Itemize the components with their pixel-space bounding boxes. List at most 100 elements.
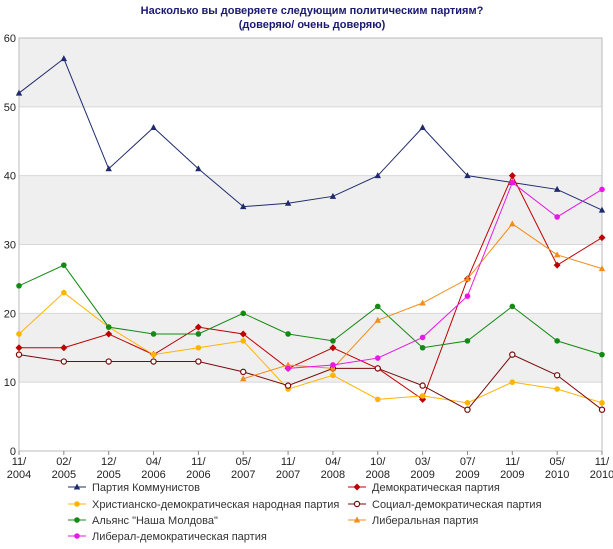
plot-frame [18,37,603,452]
data-point [329,344,337,352]
data-point [419,299,426,306]
data-point [195,165,202,172]
x-tick-label-year: 2008 [366,469,390,481]
x-tick-label-year: 2009 [455,469,479,481]
data-point [329,364,337,371]
data-point [374,303,381,310]
data-point [284,199,292,206]
y-tick-label: 20 [4,308,16,320]
data-point [419,344,426,351]
x-tick-label-year: 2006 [186,469,210,481]
series-5 [16,262,605,358]
series-line [18,354,603,411]
x-tick-label-month: 12/ [101,456,117,468]
data-point [419,393,426,399]
data-point [150,358,157,365]
data-point [553,251,561,258]
data-point [374,172,381,179]
data-point [464,293,471,299]
chart-subtitle: (доверяю/ очень доверяю) [239,19,386,31]
data-point [239,330,247,338]
data-point [105,324,112,330]
legend-label: Социал-демократическая партия [372,499,542,511]
series-7 [285,179,605,372]
legend-item: Партия Коммунистов [68,482,200,494]
legend: Партия Коммунистов Демократическая партия… [68,482,542,543]
data-point [419,334,426,341]
legend-item: Либеральная партия [348,515,478,527]
y-tick-label: 50 [4,102,16,114]
legend-item: Социал-демократическая партия [348,499,542,511]
x-tick-label-month: 10/ [370,456,386,468]
x-tick-label-month: 03/ [415,456,431,468]
legend-swatch-marker [74,501,80,507]
data-point [285,331,291,337]
x-tick-label-year: 2010 [590,469,613,481]
series-layer [15,55,606,413]
data-point [554,386,560,392]
data-point [330,338,336,344]
data-point [330,372,336,379]
data-point [15,351,23,358]
data-point [598,234,606,242]
data-point [464,400,471,406]
x-tick-label-month: 04/ [325,456,341,468]
series-6 [240,220,606,382]
x-tick-label-month: 05/ [236,456,252,468]
legend-label: Демократическая партия [372,482,500,494]
legend-swatch-marker [353,483,361,491]
data-point [60,358,68,365]
y-tick-label: 60 [4,33,16,45]
data-point [598,265,606,272]
data-point [195,358,202,365]
data-point [599,400,605,406]
data-point [195,344,202,351]
x-tick-label-month: 02/ [56,456,72,468]
data-point [284,382,292,389]
x-tick-label-year: 2005 [52,469,76,481]
data-point [105,165,112,172]
data-point [150,331,157,337]
data-point [598,206,606,213]
data-point [464,275,471,282]
data-point [61,289,67,296]
data-point [195,331,202,337]
chart-title: Насколько вы доверяете следующим политич… [141,5,484,17]
series-line [19,174,603,401]
data-point [105,358,112,365]
y-tick-label: 30 [4,240,16,252]
legend-item: Демократическая партия [348,482,500,494]
y-tick-label: 10 [4,377,16,389]
data-point [419,382,426,389]
x-tick-label-year: 2004 [7,469,31,481]
data-point [16,283,22,289]
data-point [60,344,68,352]
series-4 [15,351,606,413]
data-point [284,361,292,368]
x-tick-label-year: 2007 [231,469,255,481]
data-point [374,365,381,372]
x-tick-label-year: 2009 [410,469,434,481]
x-tick-label-month: 05/ [550,456,566,468]
data-point [16,331,22,337]
data-point [240,203,247,210]
x-tick-label-month: 11/ [191,456,206,468]
plot-background-bands [19,38,602,383]
band-50 [19,38,602,107]
legend-label: Христианско-демократическая народная пар… [92,499,339,511]
x-tick-label-year: 2006 [141,469,165,481]
data-point [464,338,471,344]
series-line [288,181,603,369]
y-axis-ticks: 0 10 20 30 40 50 60 [4,33,16,458]
data-point [240,310,247,317]
legend-item: Альянс "Наша Молдова" [68,515,218,527]
data-point [329,192,337,199]
series-line [18,264,603,356]
legend-swatch-marker [73,483,81,490]
data-point [330,362,336,368]
data-point [509,220,516,227]
data-point [15,344,23,352]
legend-swatch-marker [353,500,361,508]
data-point [15,89,23,96]
